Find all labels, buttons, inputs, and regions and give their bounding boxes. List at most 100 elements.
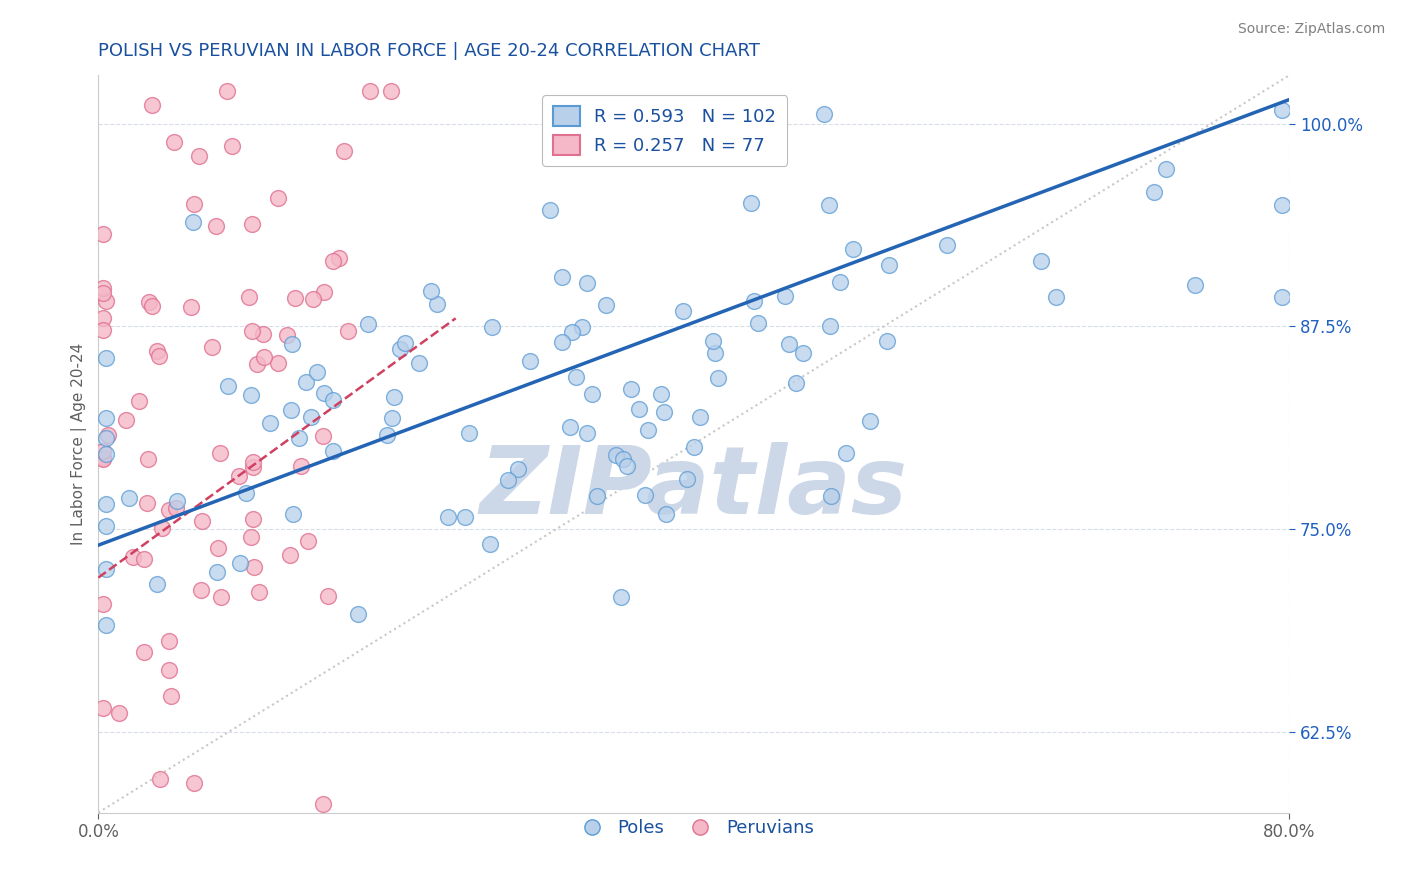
Point <box>322 444 344 458</box>
Point <box>394 336 416 351</box>
Point <box>689 410 711 425</box>
Point <box>207 566 229 580</box>
Text: POLISH VS PERUVIAN IN LABOR FORCE | AGE 20-24 CORRELATION CHART: POLISH VS PERUVIAN IN LABOR FORCE | AGE … <box>98 42 761 60</box>
Point <box>312 285 335 300</box>
Point <box>94 431 117 445</box>
Point <box>778 337 800 351</box>
Point <box>702 334 724 349</box>
Point <box>157 503 180 517</box>
Point <box>118 491 141 505</box>
Text: ZIPatlas: ZIPatlas <box>479 442 908 534</box>
Point <box>281 507 304 521</box>
Point <box>506 462 529 476</box>
Point <box>108 706 131 721</box>
Point <box>94 447 117 461</box>
Point <box>134 645 156 659</box>
Point <box>190 582 212 597</box>
Point <box>267 191 290 205</box>
Point <box>284 291 307 305</box>
Point <box>217 84 239 98</box>
Point <box>238 290 260 304</box>
Point <box>166 494 188 508</box>
Point <box>595 298 617 312</box>
Point <box>115 413 138 427</box>
Point <box>610 591 633 605</box>
Point <box>235 486 257 500</box>
Point <box>91 285 114 300</box>
Point <box>1271 198 1294 212</box>
Point <box>936 237 959 252</box>
Point <box>259 416 281 430</box>
Point <box>1045 290 1067 304</box>
Point <box>333 144 356 158</box>
Point <box>1271 290 1294 304</box>
Point <box>305 365 328 379</box>
Point <box>311 797 333 812</box>
Point <box>149 772 172 786</box>
Point <box>240 218 263 232</box>
Point <box>91 450 114 465</box>
Point <box>281 337 304 351</box>
Point <box>128 393 150 408</box>
Point <box>228 556 250 570</box>
Point <box>97 427 120 442</box>
Point <box>299 409 322 424</box>
Point <box>312 386 335 401</box>
Point <box>160 689 183 703</box>
Point <box>157 634 180 648</box>
Point <box>322 253 344 268</box>
Point <box>551 270 574 285</box>
Point <box>830 275 852 289</box>
Point <box>817 198 839 212</box>
Point <box>605 448 627 462</box>
Point <box>94 410 117 425</box>
Point <box>188 149 211 163</box>
Point <box>209 590 232 604</box>
Point <box>876 334 898 349</box>
Point <box>565 370 588 384</box>
Point <box>792 346 814 360</box>
Point <box>94 518 117 533</box>
Point <box>382 390 405 404</box>
Point <box>1271 103 1294 117</box>
Point <box>253 351 276 365</box>
Point <box>94 497 117 511</box>
Point <box>276 327 298 342</box>
Point <box>246 357 269 371</box>
Point <box>242 460 264 475</box>
Point <box>551 335 574 350</box>
Point <box>267 356 290 370</box>
Point <box>328 252 350 266</box>
Point <box>278 548 301 562</box>
Point <box>785 376 807 391</box>
Point <box>388 343 411 357</box>
Point <box>150 521 173 535</box>
Point <box>381 410 404 425</box>
Point <box>146 343 169 358</box>
Point <box>818 318 841 333</box>
Point <box>138 295 160 310</box>
Point <box>336 324 359 338</box>
Point <box>311 429 333 443</box>
Point <box>682 441 704 455</box>
Point <box>654 507 676 521</box>
Point <box>571 320 593 334</box>
Point <box>612 452 634 467</box>
Point <box>842 242 865 256</box>
Point <box>586 489 609 503</box>
Point <box>157 664 180 678</box>
Point <box>217 378 239 392</box>
Point <box>252 327 274 342</box>
Point <box>457 425 479 440</box>
Point <box>672 304 695 318</box>
Point <box>290 458 312 473</box>
Point <box>620 382 643 396</box>
Point <box>91 281 114 295</box>
Point <box>94 293 117 308</box>
Point <box>242 455 264 469</box>
Point <box>205 219 228 233</box>
Point <box>240 387 263 401</box>
Point <box>207 541 229 555</box>
Point <box>280 403 302 417</box>
Point <box>91 322 114 336</box>
